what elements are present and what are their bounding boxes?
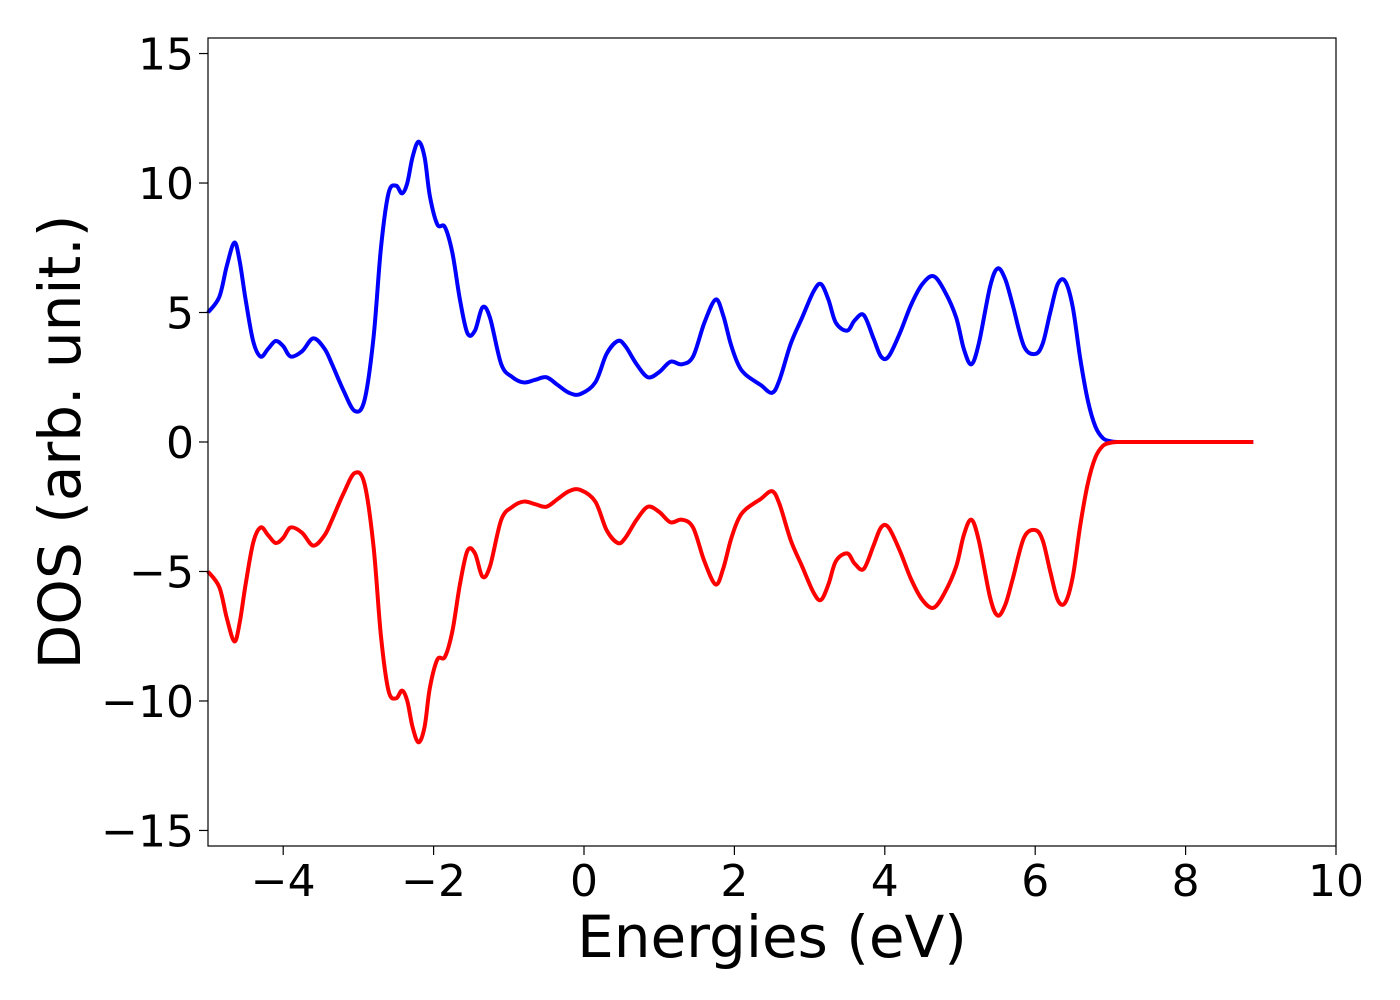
y-tick-label: 5 [166, 289, 194, 340]
y-tick-label: −15 [101, 806, 194, 857]
series-layer [206, 139, 1254, 745]
x-axis: −4 −2 0 2 4 6 8 10 [251, 846, 1364, 907]
x-axis-label: Energies (eV) [577, 903, 967, 971]
dos-line-1 [206, 139, 1254, 445]
dos-line-2 [206, 439, 1254, 745]
y-tick-label: 0 [166, 418, 194, 469]
x-tick-label: 10 [1308, 856, 1364, 907]
y-tick-label: −10 [101, 677, 194, 728]
x-tick-label: 0 [570, 856, 598, 907]
y-tick-label: 10 [138, 159, 194, 210]
x-tick-label: 8 [1172, 856, 1200, 907]
y-tick-label: −5 [129, 547, 194, 598]
x-tick-label: −4 [251, 856, 316, 907]
x-tick-label: 6 [1021, 856, 1049, 907]
y-axis-label: DOS (arb. unit.) [26, 215, 94, 670]
x-tick-label: 2 [720, 856, 748, 907]
x-tick-label: −2 [401, 856, 466, 907]
x-tick-label: 4 [871, 856, 899, 907]
y-tick-label: 15 [138, 30, 194, 81]
y-axis: −15 −10 −5 0 5 10 15 [101, 30, 208, 857]
